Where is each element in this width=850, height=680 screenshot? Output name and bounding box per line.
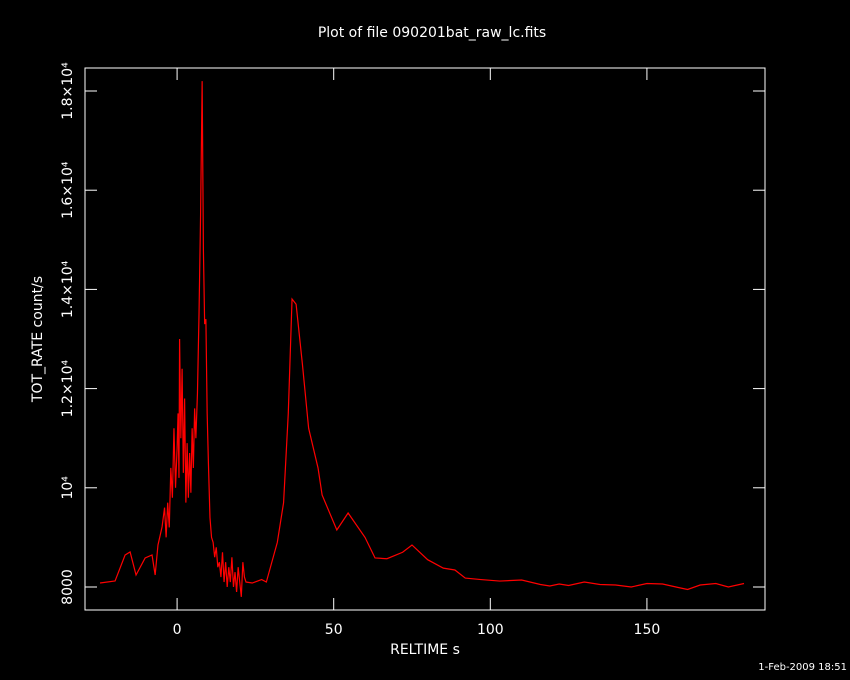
y-tick-label: 10⁴ xyxy=(60,476,76,500)
y-tick-label: 1.2×10⁴ xyxy=(60,359,76,417)
data-line xyxy=(99,81,745,597)
x-tick-label: 0 xyxy=(173,622,182,638)
y-tick-label: 8000 xyxy=(60,569,76,605)
x-axis-label: RELTIME s xyxy=(390,642,460,658)
y-tick-label: 1.8×10⁴ xyxy=(60,62,76,120)
footer: 1-Feb-2009 18:51 xyxy=(758,662,847,673)
plot-frame xyxy=(84,67,766,611)
x-tick-label: 100 xyxy=(477,622,504,638)
y-axis-label: TOT_RATE count/s xyxy=(30,276,46,403)
x-tick-label: 50 xyxy=(325,622,343,638)
y-tick-label: 1.4×10⁴ xyxy=(60,260,76,318)
y-tick-label: 1.6×10⁴ xyxy=(60,161,76,219)
chart-title: Plot of file 090201bat_raw_lc.fits xyxy=(318,25,546,41)
x-tick-label: 150 xyxy=(634,622,661,638)
